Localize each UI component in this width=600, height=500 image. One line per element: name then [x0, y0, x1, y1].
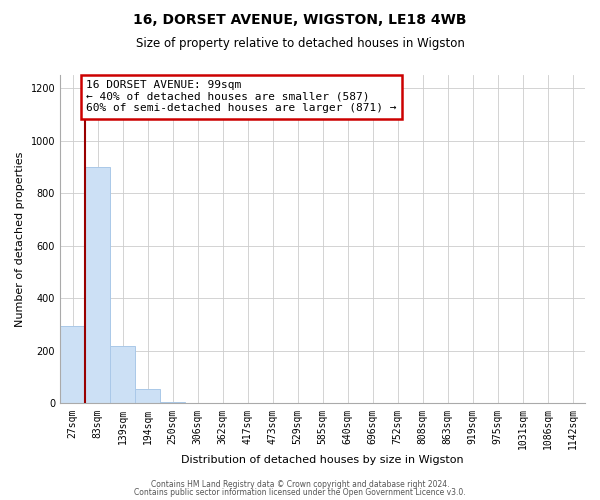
Bar [160, 402, 185, 404]
Y-axis label: Number of detached properties: Number of detached properties [15, 152, 25, 327]
Bar [135, 389, 160, 404]
Bar [85, 167, 110, 404]
X-axis label: Distribution of detached houses by size in Wigston: Distribution of detached houses by size … [181, 455, 464, 465]
Bar [110, 346, 135, 404]
Text: 16, DORSET AVENUE, WIGSTON, LE18 4WB: 16, DORSET AVENUE, WIGSTON, LE18 4WB [133, 12, 467, 26]
Bar [60, 326, 85, 404]
Text: Contains public sector information licensed under the Open Government Licence v3: Contains public sector information licen… [134, 488, 466, 497]
Text: Size of property relative to detached houses in Wigston: Size of property relative to detached ho… [136, 38, 464, 51]
Text: Contains HM Land Registry data © Crown copyright and database right 2024.: Contains HM Land Registry data © Crown c… [151, 480, 449, 489]
Text: 16 DORSET AVENUE: 99sqm
← 40% of detached houses are smaller (587)
60% of semi-d: 16 DORSET AVENUE: 99sqm ← 40% of detache… [86, 80, 397, 114]
